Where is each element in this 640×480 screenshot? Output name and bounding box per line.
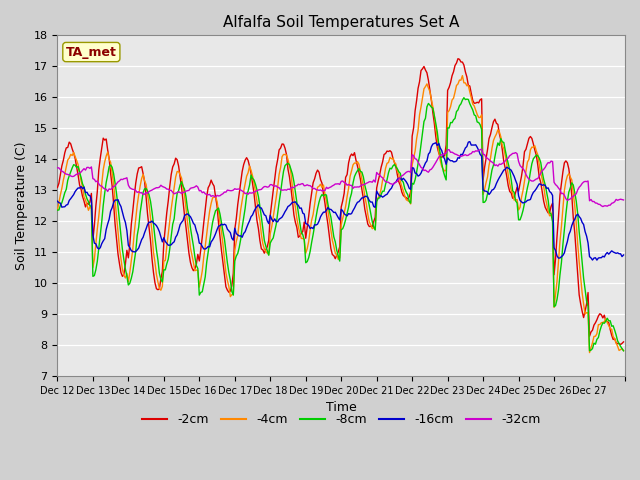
- Y-axis label: Soil Temperature (C): Soil Temperature (C): [15, 142, 28, 270]
- Text: TA_met: TA_met: [66, 46, 116, 59]
- Legend: -2cm, -4cm, -8cm, -16cm, -32cm: -2cm, -4cm, -8cm, -16cm, -32cm: [137, 408, 545, 431]
- Title: Alfalfa Soil Temperatures Set A: Alfalfa Soil Temperatures Set A: [223, 15, 460, 30]
- X-axis label: Time: Time: [326, 401, 356, 414]
